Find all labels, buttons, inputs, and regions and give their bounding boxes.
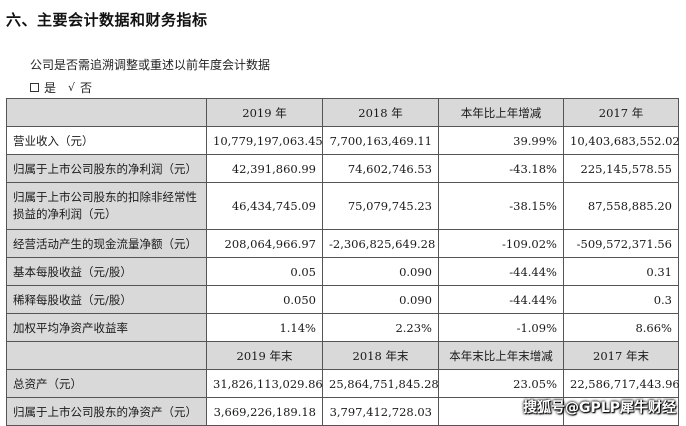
value-2019: 46,434,745.09 — [206, 182, 323, 230]
row-label: 加权平均净资产收益率 — [6, 313, 207, 342]
value-change: -1.09% — [438, 313, 564, 342]
row-label: 归属于上市公司股东的净资产（元） — [6, 397, 207, 426]
value-2017: -509,572,371.56 — [563, 229, 679, 258]
value-change: -44.44% — [438, 257, 564, 286]
table-row: 总资产（元） 31,826,113,029.86 25,864,751,845.… — [6, 369, 680, 398]
row-label: 归属于上市公司股东的净利润（元） — [6, 154, 207, 183]
value-2019: 208,064,966.97 — [206, 229, 323, 258]
header-cell: 本年末比上年末增减 — [438, 341, 564, 370]
row-label: 营业收入（元） — [6, 126, 207, 155]
value-2018: 7,700,163,469.11 — [322, 126, 439, 155]
header-cell — [6, 98, 207, 127]
row-label: 总资产（元） — [6, 369, 207, 398]
section-title: 六、主要会计数据和财务指标 — [6, 11, 208, 29]
value-2019: 1.14% — [206, 313, 323, 342]
table-header-annual: 2019 年 2018 年 本年比上年增减 2017 年 — [6, 98, 679, 127]
header-cell: 2017 年 — [563, 98, 679, 127]
table-header-year-end: 2019 年末 2018 年末 本年末比上年末增减 2017 年末 — [6, 341, 679, 370]
value-2019: 42,391,860.99 — [206, 154, 323, 183]
header-cell — [6, 341, 207, 370]
header-cell: 2019 年末 — [206, 341, 323, 370]
value-2018: 74,602,746.53 — [322, 154, 439, 183]
row-label: 经营活动产生的现金流量净额（元） — [6, 229, 207, 258]
table-row: 经营活动产生的现金流量净额（元） 208,064,966.97 -2,306,8… — [6, 229, 679, 258]
value-2019: 0.05 — [206, 257, 323, 286]
choice-yes-label: 是 — [44, 81, 57, 95]
value-2018: 0.090 — [322, 285, 439, 314]
table-row: 归属于上市公司股东的扣除非经常性损益的净利润（元） 46,434,745.09 … — [6, 182, 679, 230]
value-2019: 3,669,226,189.18 — [206, 397, 323, 426]
value-2017: 22,586,717,443.96 — [563, 369, 680, 398]
value-2017: 87,558,885.20 — [563, 182, 679, 230]
financial-data-table: 2019 年 2018 年 本年比上年增减 2017 年 营业收入（元） 10,… — [6, 98, 680, 426]
value-change: -44.44% — [438, 285, 564, 314]
table-row: 归属于上市公司股东的净利润（元） 42,391,860.99 74,602,74… — [6, 154, 679, 183]
value-2017: 0.31 — [563, 257, 679, 286]
checkbox-yes — [30, 83, 39, 92]
value-2017: 225,145,578.55 — [563, 154, 679, 183]
value-2019: 10,779,197,063.45 — [206, 126, 323, 155]
row-label: 稀释每股收益（元/股） — [6, 285, 207, 314]
value-2017: 8.66% — [563, 313, 679, 342]
header-cell: 本年比上年增减 — [438, 98, 564, 127]
value-change: -38.15% — [438, 182, 564, 230]
restatement-question: 公司是否需追溯调整或重述以前年度会计数据 — [30, 58, 271, 72]
value-2018: -2,306,825,649.28 — [322, 229, 439, 258]
value-change: -43.18% — [438, 154, 564, 183]
table-row: 稀释每股收益（元/股） 0.050 0.090 -44.44% 0.3 — [6, 285, 679, 314]
value-2019: 0.050 — [206, 285, 323, 314]
header-cell: 2017 年末 — [563, 341, 679, 370]
check-mark-icon: √ — [68, 81, 76, 94]
value-change: 39.99% — [438, 126, 564, 155]
value-2018: 75,079,745.23 — [322, 182, 439, 230]
value-2019: 31,826,113,029.86 — [206, 369, 323, 398]
row-label: 基本每股收益（元/股） — [6, 257, 207, 286]
value-2017: 10,403,683,552.02 — [563, 126, 680, 155]
watermark: 搜狐号@GPLP犀牛财经 — [523, 400, 676, 416]
header-cell: 2018 年 — [322, 98, 439, 127]
header-cell: 2018 年末 — [322, 341, 439, 370]
table-row: 加权平均净资产收益率 1.14% 2.23% -1.09% 8.66% — [6, 313, 679, 342]
value-2018: 25,864,751,845.28 — [322, 369, 439, 398]
value-2018: 3,797,412,728.03 — [322, 397, 439, 426]
row-label: 归属于上市公司股东的扣除非经常性损益的净利润（元） — [6, 182, 207, 230]
value-2018: 0.090 — [322, 257, 439, 286]
value-change: -109.02% — [438, 229, 564, 258]
value-change: 23.05% — [438, 369, 564, 398]
choice-no-label: 否 — [80, 81, 93, 95]
table-row: 营业收入（元） 10,779,197,063.45 7,700,163,469.… — [6, 126, 680, 155]
restatement-choice: 是 √ 否 — [30, 79, 92, 96]
table-row: 基本每股收益（元/股） 0.05 0.090 -44.44% 0.31 — [6, 257, 679, 286]
header-cell: 2019 年 — [206, 98, 323, 127]
value-2018: 2.23% — [322, 313, 439, 342]
value-2017: 0.3 — [563, 285, 679, 314]
